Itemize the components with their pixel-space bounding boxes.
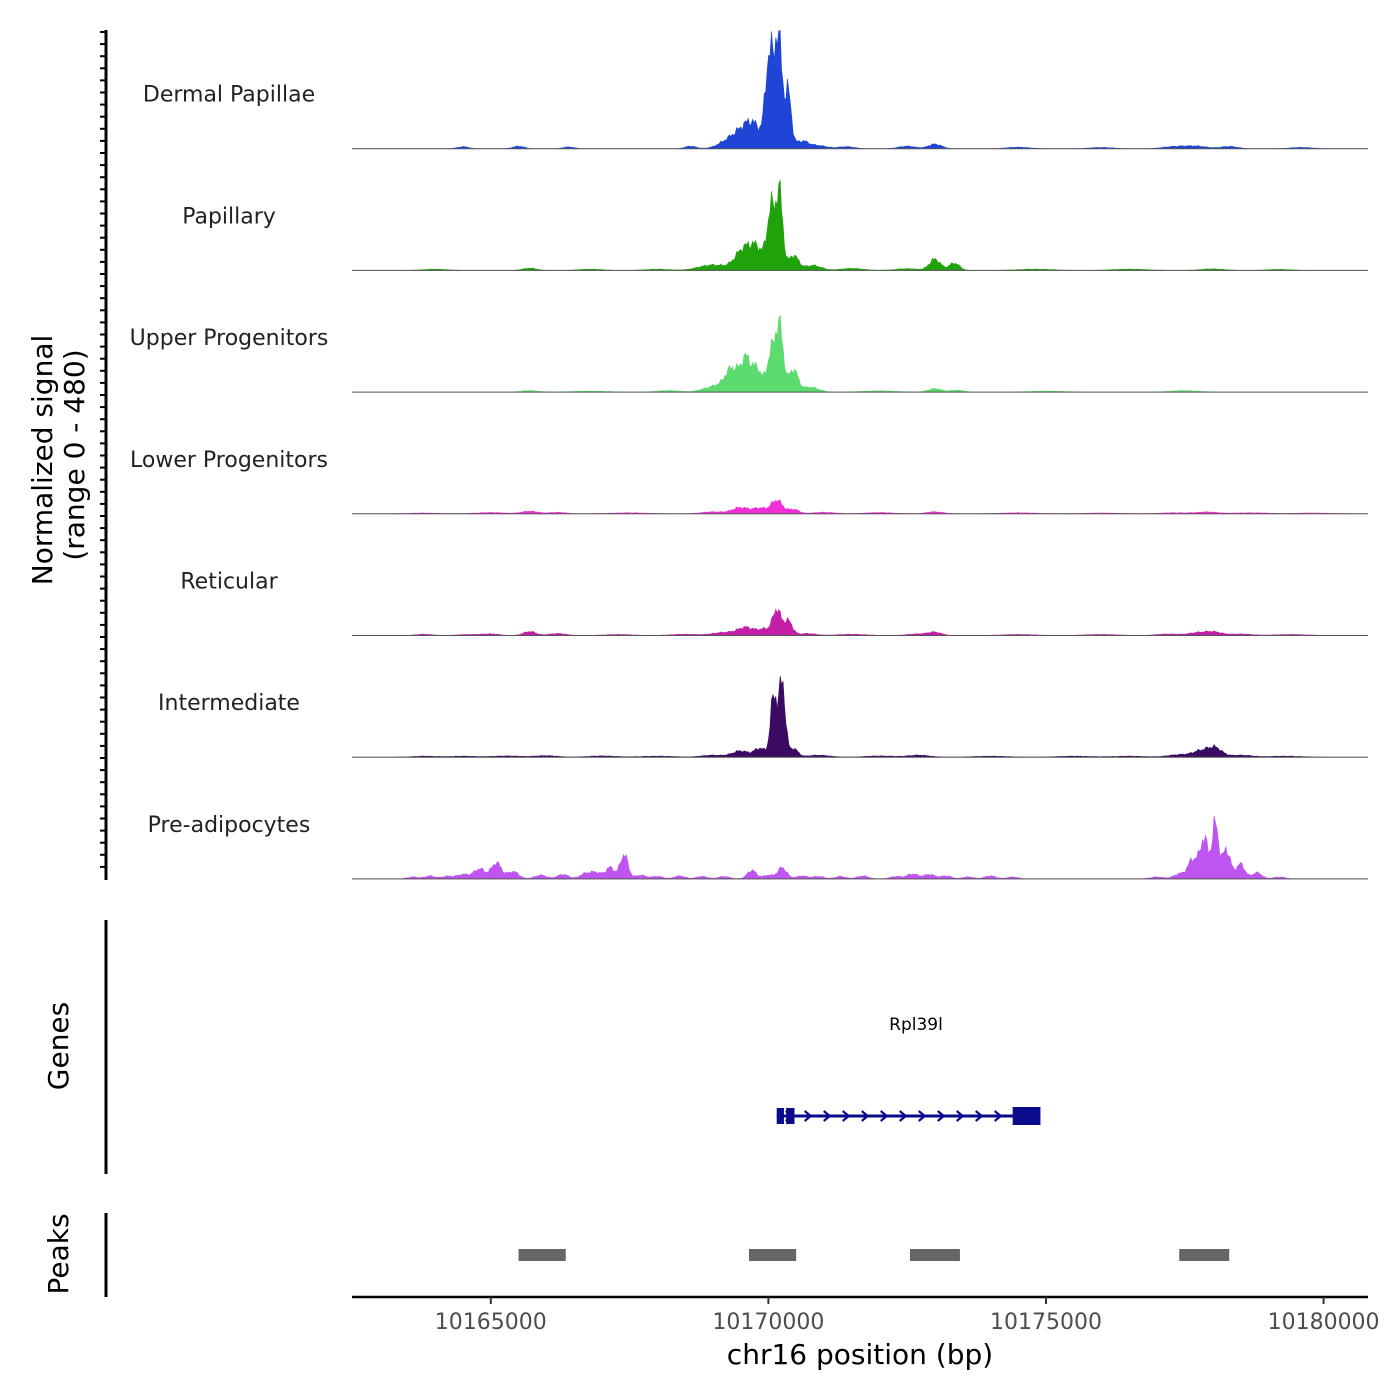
x-tick-label: 10175000: [990, 1310, 1102, 1335]
y-axis-title-line1: Normalized signal: [26, 335, 59, 586]
strand-arrow: [880, 1110, 889, 1122]
x-tick-label: 10180000: [1268, 1310, 1380, 1335]
x-tick-label: 10165000: [435, 1310, 547, 1335]
y-axis-title-line2: (range 0 - 480): [58, 349, 91, 560]
strand-arrow: [861, 1110, 870, 1122]
track-intermediate: Intermediate: [158, 675, 1368, 758]
track-papillary: Papillary: [182, 179, 1368, 271]
signal-area-dermal-papillae: [352, 30, 1368, 149]
peak-region: [909, 1249, 960, 1261]
peak-region: [518, 1249, 566, 1261]
signal-area-intermediate: [352, 675, 1368, 758]
signal-area-upper-progenitors: [352, 314, 1368, 393]
gene-exon: [786, 1108, 795, 1124]
signal-area-reticular: [352, 608, 1368, 636]
peak-region: [748, 1249, 797, 1261]
peaks-track-title: Peaks: [42, 1213, 75, 1294]
strand-arrow: [956, 1110, 965, 1122]
coverage-tracks: Dermal Papillae Papillary Upper Progenitor…: [130, 30, 1368, 880]
gene-label: Rpl39l: [889, 1015, 943, 1035]
track-label-dermal-papillae: Dermal Papillae: [143, 83, 315, 108]
track-label-reticular: Reticular: [180, 570, 278, 595]
signal-area-lower-progenitors: [352, 499, 1368, 515]
strand-arrow: [937, 1110, 946, 1122]
strand-arrow: [804, 1110, 813, 1122]
strand-arrow: [918, 1110, 927, 1122]
strand-arrow: [975, 1110, 984, 1122]
track-label-lower-progenitors: Lower Progenitors: [130, 448, 328, 473]
x-tick-label: 10170000: [712, 1310, 824, 1335]
signal-area-papillary: [352, 179, 1368, 271]
track-label-upper-progenitors: Upper Progenitors: [130, 326, 329, 351]
track-pre-adipocytes: Pre-adipocytes: [148, 813, 1368, 880]
peak-region: [1179, 1249, 1230, 1261]
track-label-pre-adipocytes: Pre-adipocytes: [148, 813, 311, 838]
track-reticular: Reticular: [180, 570, 1368, 636]
track-label-intermediate: Intermediate: [158, 691, 300, 716]
gene-exon: [776, 1108, 784, 1124]
track-upper-progenitors: Upper Progenitors: [130, 314, 1368, 393]
genes-track-title: Genes: [42, 1002, 75, 1090]
strand-arrow: [994, 1110, 1003, 1122]
signal-area-pre-adipocytes: [352, 815, 1368, 880]
track-lower-progenitors: Lower Progenitors: [130, 448, 1368, 515]
coverage-y-ticks: [100, 31, 106, 868]
x-axis-ticks: 10165000 10170000 10175000 10180000: [435, 1297, 1380, 1335]
strand-arrow: [842, 1110, 851, 1122]
track-dermal-papillae: Dermal Papillae: [143, 30, 1368, 150]
strand-arrow: [823, 1110, 832, 1122]
track-label-papillary: Papillary: [182, 204, 276, 229]
peak-regions: [518, 1249, 1230, 1261]
gene-exon: [1012, 1107, 1041, 1125]
x-axis-title: chr16 position (bp): [727, 1338, 993, 1371]
gene-model: [776, 1107, 1041, 1125]
strand-arrow: [899, 1110, 908, 1122]
